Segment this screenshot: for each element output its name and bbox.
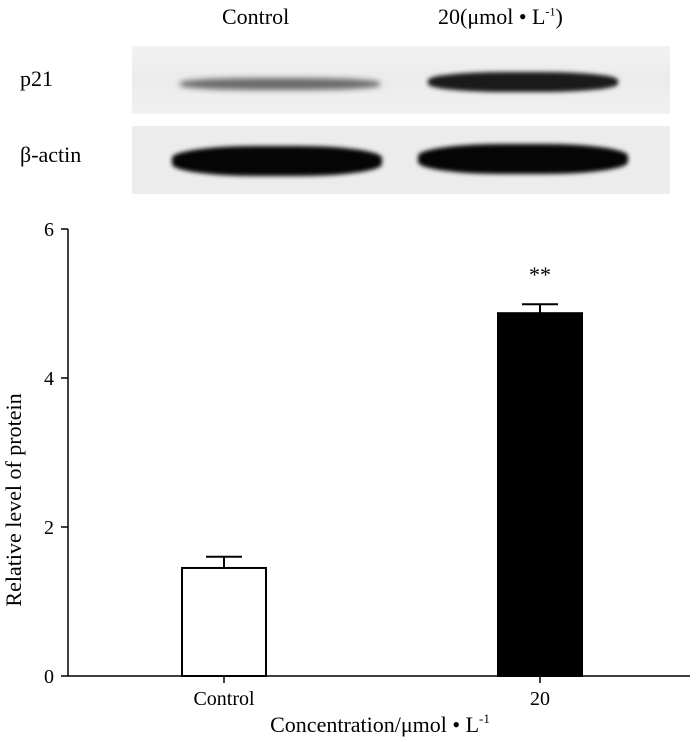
y-tick-label: 4 (44, 368, 54, 390)
band-p21-dose (428, 72, 618, 92)
axes: 0 2 4 6 Control 20 (44, 219, 690, 710)
lane-header-dose: 20(μmol • L-1) (438, 4, 563, 30)
y-tick-label: 2 (44, 517, 54, 539)
x-axis-label-sup: -1 (479, 711, 490, 726)
lane-header-dose-close: ) (555, 4, 563, 29)
bars: ** (181, 262, 583, 678)
y-tick-label: 0 (44, 666, 54, 688)
blot-strip-actin (132, 126, 670, 194)
x-axis-label: Concentration/μmol • L-1 (270, 711, 490, 737)
blot-strip-p21 (132, 46, 670, 114)
row-label-p21: p21 (20, 66, 53, 91)
lane-header-dose-sup: -1 (545, 4, 556, 19)
band-actin-control (172, 146, 382, 176)
lane-header-dose-text: 20(μmol • L (438, 4, 546, 29)
y-axis-label: Relative level of protein (1, 393, 26, 606)
x-tick-label: 20 (530, 688, 550, 710)
significance-marker: ** (529, 262, 551, 287)
row-label-actin: β-actin (20, 142, 82, 167)
x-tick-label: Control (193, 688, 255, 710)
bar-0 (181, 566, 267, 678)
bar-chart: 0 2 4 6 Control 20 ** Relative level of prote… (1, 219, 690, 737)
y-tick-label: 6 (44, 219, 54, 241)
x-axis-label-text: Concentration/μmol • L (270, 712, 479, 737)
band-actin-dose (418, 144, 628, 174)
band-p21-control (180, 78, 380, 90)
bar-1 (497, 312, 583, 677)
lane-header-control: Control (222, 4, 290, 29)
